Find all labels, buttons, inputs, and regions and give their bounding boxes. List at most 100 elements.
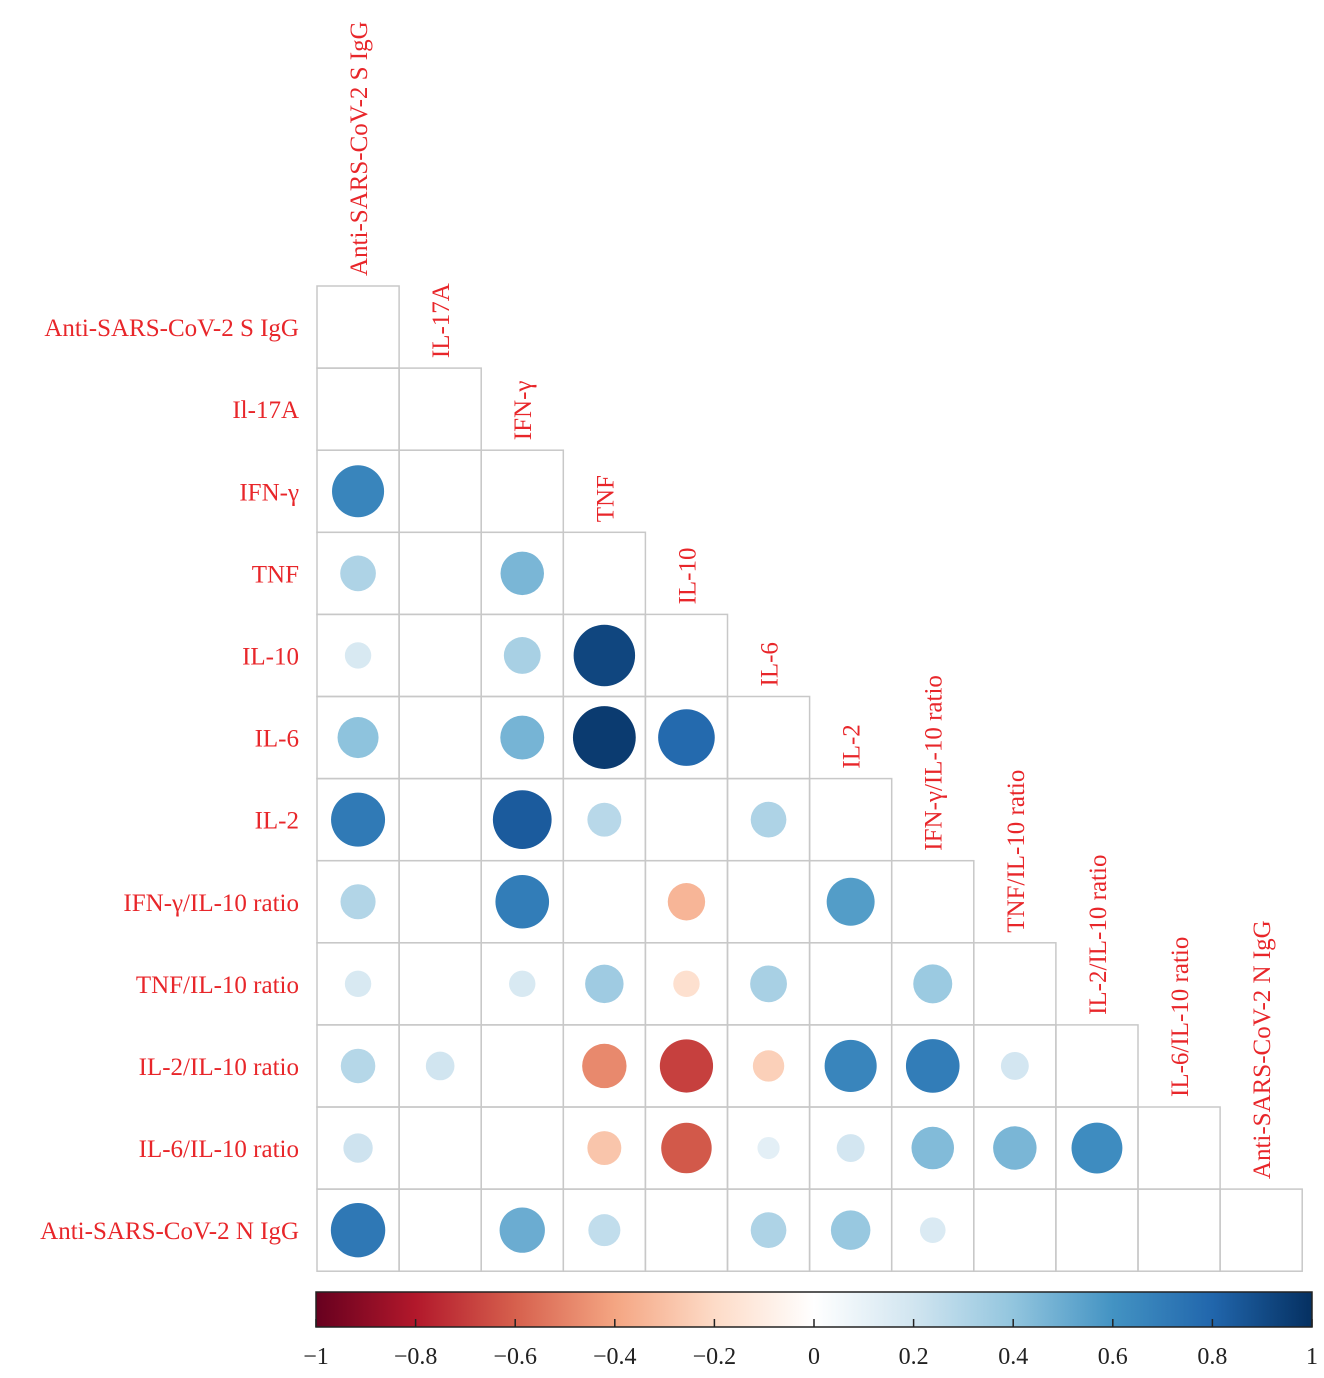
correlation-circle [905, 1039, 960, 1093]
correlation-circle [343, 1133, 373, 1163]
correlation-circle [911, 1126, 955, 1170]
grid-cell [1055, 1024, 1139, 1108]
row-label: IL-6 [255, 726, 299, 753]
correlation-circle [585, 964, 624, 1004]
row-label: IFN-γ [239, 479, 299, 506]
correlation-circle [340, 884, 376, 920]
grid-cell [316, 285, 400, 369]
grid-cell [480, 1024, 565, 1108]
grid-cell [973, 942, 1057, 1026]
correlation-circle [492, 790, 552, 850]
grid-cell [480, 449, 565, 534]
column-label: IFN-γ/IL-10 ratio [921, 675, 948, 851]
row-label: TNF/IL-10 ratio [136, 972, 299, 999]
correlation-circle [509, 970, 536, 998]
column-label: IFN-γ [510, 381, 537, 441]
row-labels: Anti-SARS-CoV-2 S IgG Il-17A IFN-γ TNF IL-10… [40, 315, 299, 1245]
correlation-circle [919, 1217, 946, 1243]
row-label: IL-2 [255, 808, 299, 835]
column-label: IL-6 [757, 642, 784, 686]
row-label: IL-10 [242, 643, 299, 670]
colorbar-tick-label: 1 [1306, 1344, 1318, 1370]
grid-cell [973, 1188, 1057, 1272]
column-label: Anti-SARS-CoV-2 N IgG [1249, 920, 1276, 1179]
correlation-circle [495, 874, 550, 929]
correlation-circle [659, 1039, 714, 1093]
grid-cell [644, 777, 729, 862]
grid-cell [398, 859, 482, 944]
grid-cell [1137, 1188, 1221, 1272]
colorbar-tick-label: 0.6 [1098, 1344, 1128, 1370]
correlation-circle [673, 970, 700, 998]
correlation-circle [425, 1051, 455, 1081]
grid-cell [1055, 1188, 1139, 1272]
grid-cell [726, 859, 811, 944]
column-label: IL-6/IL-10 ratio [1167, 937, 1194, 1097]
correlation-circle [331, 792, 386, 847]
correlation-circle [750, 801, 787, 838]
grid-cell [398, 531, 482, 616]
correlation-circle [913, 964, 953, 1004]
column-label: Anti-SARS-CoV-2 S IgG [346, 21, 373, 276]
grid-cell [726, 695, 811, 780]
grid-cell [316, 367, 400, 451]
grid-cell [1219, 1188, 1303, 1272]
correlation-circle [332, 465, 385, 518]
grid-cell [398, 777, 482, 862]
grid-cell [808, 942, 893, 1026]
correlation-circle [582, 1043, 627, 1089]
correlation-circle [344, 642, 372, 669]
row-label: Anti-SARS-CoV-2 N IgG [40, 1218, 299, 1245]
grid-cell [398, 942, 482, 1026]
grid-cell [562, 531, 647, 616]
correlation-circle [667, 883, 706, 921]
row-label: IL-6/IL-10 ratio [139, 1136, 299, 1163]
row-label: TNF [252, 561, 299, 588]
correlation-circle [587, 802, 622, 837]
grid-cell [398, 449, 482, 534]
correlation-circle [572, 706, 636, 769]
grid-cell [890, 859, 975, 944]
colorbar-tick-label: 0 [808, 1344, 820, 1370]
correlation-circle [587, 1131, 622, 1166]
colorbar-tick-label: 0.8 [1197, 1344, 1227, 1370]
correlation-circle [993, 1126, 1037, 1170]
correlation-circle [658, 709, 715, 766]
correlation-circle [830, 1210, 871, 1250]
row-label: Anti-SARS-CoV-2 S IgG [44, 315, 299, 342]
correlation-circle [826, 877, 875, 926]
column-label: IL-2/IL-10 ratio [1085, 855, 1112, 1015]
correlation-circle [750, 1212, 787, 1248]
grid-cell [644, 613, 729, 698]
grid-cell [398, 613, 482, 698]
correlation-circle [836, 1134, 865, 1163]
correlation-circle [752, 1050, 785, 1082]
colorbar-tick-label: −0.6 [493, 1344, 537, 1370]
column-label: IL-2 [839, 724, 866, 768]
column-label: IL-17A [428, 283, 455, 358]
correlation-circles [330, 465, 1123, 1258]
grid-cell [480, 1106, 565, 1190]
column-label: TNF [592, 475, 619, 522]
grid-cell [644, 1188, 729, 1272]
row-label: Il-17A [232, 397, 299, 424]
correlation-circle [337, 717, 379, 759]
correlation-circle [824, 1039, 877, 1092]
grid-cell [398, 367, 482, 451]
correlation-circle [340, 1048, 376, 1084]
row-label: IL-2/IL-10 ratio [139, 1054, 299, 1081]
column-label: TNF/IL-10 ratio [1003, 770, 1030, 933]
grid-cell [808, 777, 893, 862]
correlation-circle [757, 1136, 780, 1160]
colorbar-tick-label: −0.4 [593, 1344, 637, 1370]
correlation-circle [1071, 1122, 1123, 1174]
column-label: IL-10 [674, 547, 701, 604]
grid-cell [398, 1106, 482, 1190]
column-labels: Anti-SARS-CoV-2 S IgG IL-17A IFN-γ TNF IL-10… [346, 21, 1276, 1179]
colorbar-tick-label: 0.4 [998, 1344, 1028, 1370]
correlation-circle [500, 715, 545, 760]
colorbar-tick-label: −0.8 [394, 1344, 438, 1370]
correlation-circle [500, 551, 544, 596]
colorbar-tick-label: 0.2 [899, 1344, 929, 1370]
